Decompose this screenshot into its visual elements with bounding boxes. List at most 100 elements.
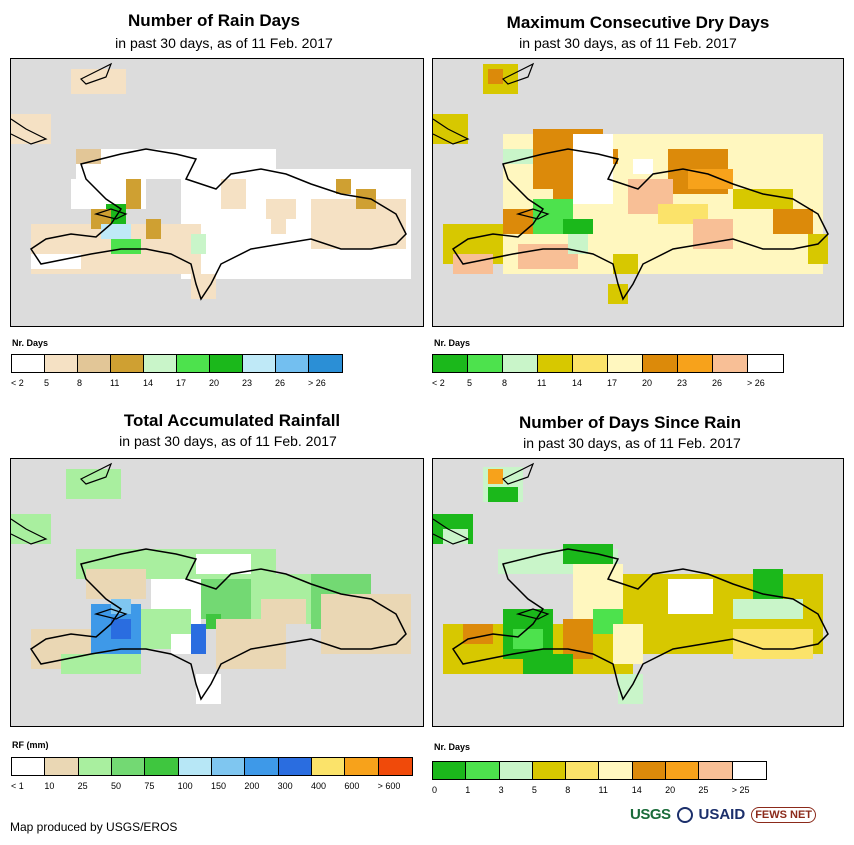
legend-swatch [12, 355, 45, 372]
logo-strip: USGS USAID FEWS NET [630, 806, 817, 823]
panel-title-rainfall: Total Accumulated Rainfall [123, 411, 341, 430]
legend-ticks-rainfall: < 1 10 25 50 75 100 150 200 300 400 600 > 600 [11, 781, 421, 793]
legend-tick-label: 400 [311, 781, 327, 791]
legend-tick-label: 8 [502, 378, 508, 388]
legend-swatch [12, 758, 46, 775]
legend-label-days-since-rain: Nr. Days [434, 742, 471, 752]
legend-swatch [309, 355, 342, 372]
legend-swatch [45, 758, 79, 775]
cuba-outline-3 [11, 462, 113, 545]
legend-tick-label: 5 [44, 378, 50, 388]
legend-tick-label: 5 [531, 785, 537, 795]
legend-tick-label: 8 [77, 378, 83, 388]
legend-swatch [732, 762, 766, 779]
usaid-logo: USAID [698, 806, 746, 823]
legend-swatch [177, 355, 210, 372]
legend-tick-label: < 2 [11, 378, 24, 388]
legend-swatch [699, 762, 733, 779]
legend-tick-label: 11 [537, 378, 547, 388]
cuba-outline-4 [433, 462, 535, 545]
rain-days-grid-cells [11, 69, 411, 299]
legend-tick-label: 8 [565, 785, 571, 795]
legend-swatch [538, 355, 573, 372]
legend-bar-rainfall [11, 757, 413, 776]
legend-tick-label: 200 [244, 781, 260, 791]
legend-tick-label: 20 [209, 378, 220, 388]
legend-tick-label: > 26 [308, 378, 326, 388]
legend-tick-label: 26 [712, 378, 723, 388]
cuba-outline-2 [433, 62, 535, 145]
map-rainfall[interactable] [10, 458, 424, 727]
legend-swatch [499, 762, 533, 779]
legend-swatch [632, 762, 667, 779]
legend-bar-rain-days [11, 354, 343, 373]
legend-tick-label: 14 [143, 378, 154, 388]
legend-ticks-dry-days: < 2 5 8 11 14 17 20 23 26 > 26 [432, 378, 792, 390]
legend-swatch [145, 758, 179, 775]
legend-swatch [713, 355, 748, 372]
legend-tick-label: 3 [498, 785, 504, 795]
panel-subtitle-dry-days: in past 30 days, as of 11 Feb. 2017 [519, 35, 737, 51]
usaid-seal-icon [676, 806, 693, 823]
legend-tick-label: 14 [631, 785, 642, 795]
legend-swatch [243, 355, 276, 372]
legend-bar-dry-days [432, 354, 784, 373]
legend-tick-label: > 25 [731, 785, 750, 795]
legend-label-rainfall: RF (mm) [12, 740, 49, 750]
panel-title-days-since-rain: Number of Days Since Rain [518, 413, 741, 432]
legend-tick-label: > 600 [377, 781, 401, 791]
legend-swatch [111, 758, 146, 775]
panel-title-rain-days: Number of Rain Days [128, 11, 300, 30]
days-since-rain-grid-cells [433, 467, 823, 704]
legend-tick-label: 14 [572, 378, 583, 388]
legend-swatch [532, 762, 567, 779]
legend-tick-label: 20 [642, 378, 653, 388]
panel-subtitle-rainfall: in past 30 days, as of 11 Feb. 2017 [119, 433, 337, 449]
legend-tick-label: 600 [344, 781, 360, 791]
gonave-island-outline-2 [515, 208, 550, 220]
legend-swatch [573, 355, 608, 372]
days-since-rain-map-graphic [433, 462, 829, 704]
panel-title-dry-days: Maximum Consecutive Dry Days [506, 13, 770, 32]
fews-net-logo: FEWS NET [751, 806, 817, 823]
legend-swatch [78, 758, 112, 775]
legend-swatch [345, 758, 379, 775]
legend-swatch [468, 355, 503, 372]
legend-tick-label: 11 [110, 378, 120, 388]
map-dry-days[interactable] [432, 58, 844, 327]
legend-tick-label: < 1 [11, 781, 24, 791]
legend-tick-label: 23 [677, 378, 688, 388]
legend-swatch [503, 355, 538, 372]
legend-swatch [211, 758, 246, 775]
legend-tick-label: > 26 [747, 378, 765, 388]
legend-swatch [111, 355, 144, 372]
hispaniola-outline-1 [29, 148, 407, 301]
legend-tick-label: < 2 [432, 378, 445, 388]
legend-swatch [748, 355, 783, 372]
legend-swatch [666, 762, 700, 779]
legend-swatch [608, 355, 643, 372]
legend-tick-label: 11 [598, 785, 608, 795]
legend-tick-label: 5 [467, 378, 473, 388]
legend-swatch [678, 355, 713, 372]
legend-tick-label: 26 [275, 378, 286, 388]
gonave-island-outline-3 [93, 608, 128, 620]
legend-swatch [210, 355, 243, 372]
panel-subtitle-rain-days: in past 30 days, as of 11 Feb. 2017 [115, 35, 333, 51]
panel-subtitle-days-since-rain: in past 30 days, as of 11 Feb. 2017 [523, 435, 741, 451]
legend-tick-label: 25 [698, 785, 709, 795]
gonave-island-outline-4 [515, 608, 550, 620]
legend-tick-label: 100 [177, 781, 193, 791]
legend-swatch [433, 762, 467, 779]
legend-tick-label: 23 [242, 378, 253, 388]
map-days-since-rain[interactable] [432, 458, 844, 727]
legend-tick-label: 25 [77, 781, 88, 791]
rainfall-map-graphic [11, 462, 411, 704]
legend-swatch [466, 762, 500, 779]
map-rain-days[interactable] [10, 58, 424, 327]
legend-label-rain-days: Nr. Days [12, 338, 49, 348]
legend-tick-label: 75 [144, 781, 155, 791]
legend-swatch [144, 355, 177, 372]
legend-swatch [311, 758, 346, 775]
legend-swatch [245, 758, 279, 775]
